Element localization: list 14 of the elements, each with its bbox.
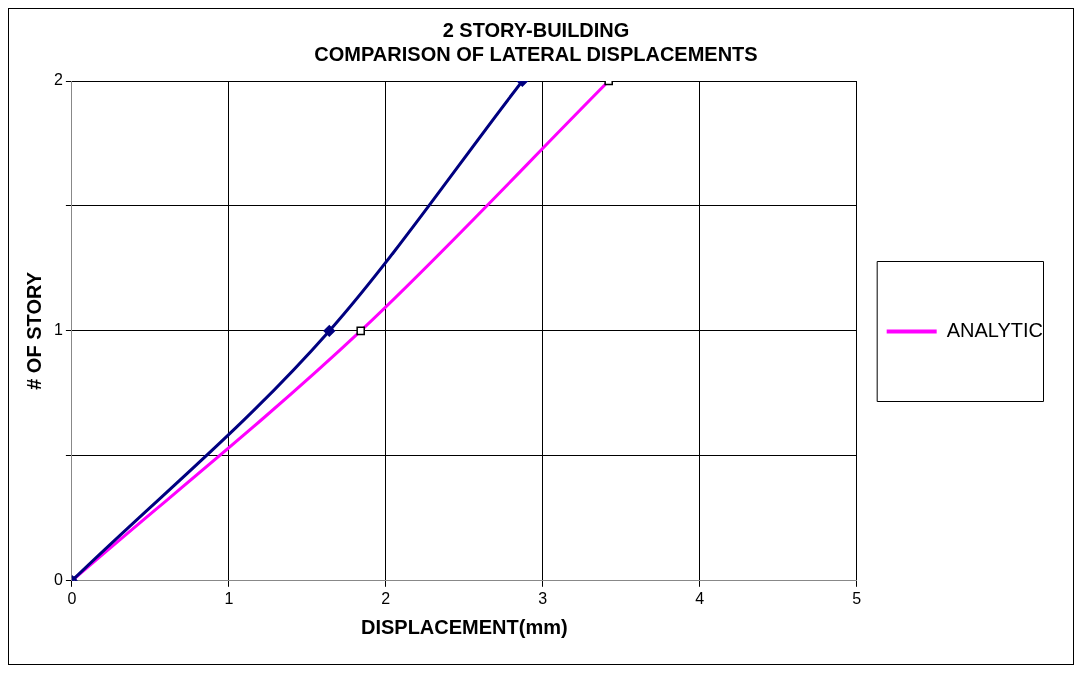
y-tick-label: 1 bbox=[53, 321, 63, 339]
y-tick-label: 0 bbox=[53, 571, 63, 589]
y-tick-label: 2 bbox=[53, 71, 63, 89]
x-tick-label: 1 bbox=[224, 589, 234, 607]
x-tick-label: 3 bbox=[538, 589, 548, 607]
x-tick-label: 4 bbox=[695, 589, 705, 607]
x-tick-label: 0 bbox=[67, 589, 77, 607]
x-tick-label: 5 bbox=[852, 589, 862, 607]
chart-title: 2 STORY-BUILDING COMPARISON OF LATERAL DISPLACEMENTS bbox=[314, 18, 758, 65]
x-axis-title: DISPLACEMENT(mm) bbox=[360, 615, 568, 638]
legend-label: ANALYTIC bbox=[946, 319, 1044, 342]
x-tick-label: 2 bbox=[381, 589, 391, 607]
y-axis-title: # OF STORY bbox=[22, 271, 45, 390]
point bbox=[323, 325, 336, 337]
